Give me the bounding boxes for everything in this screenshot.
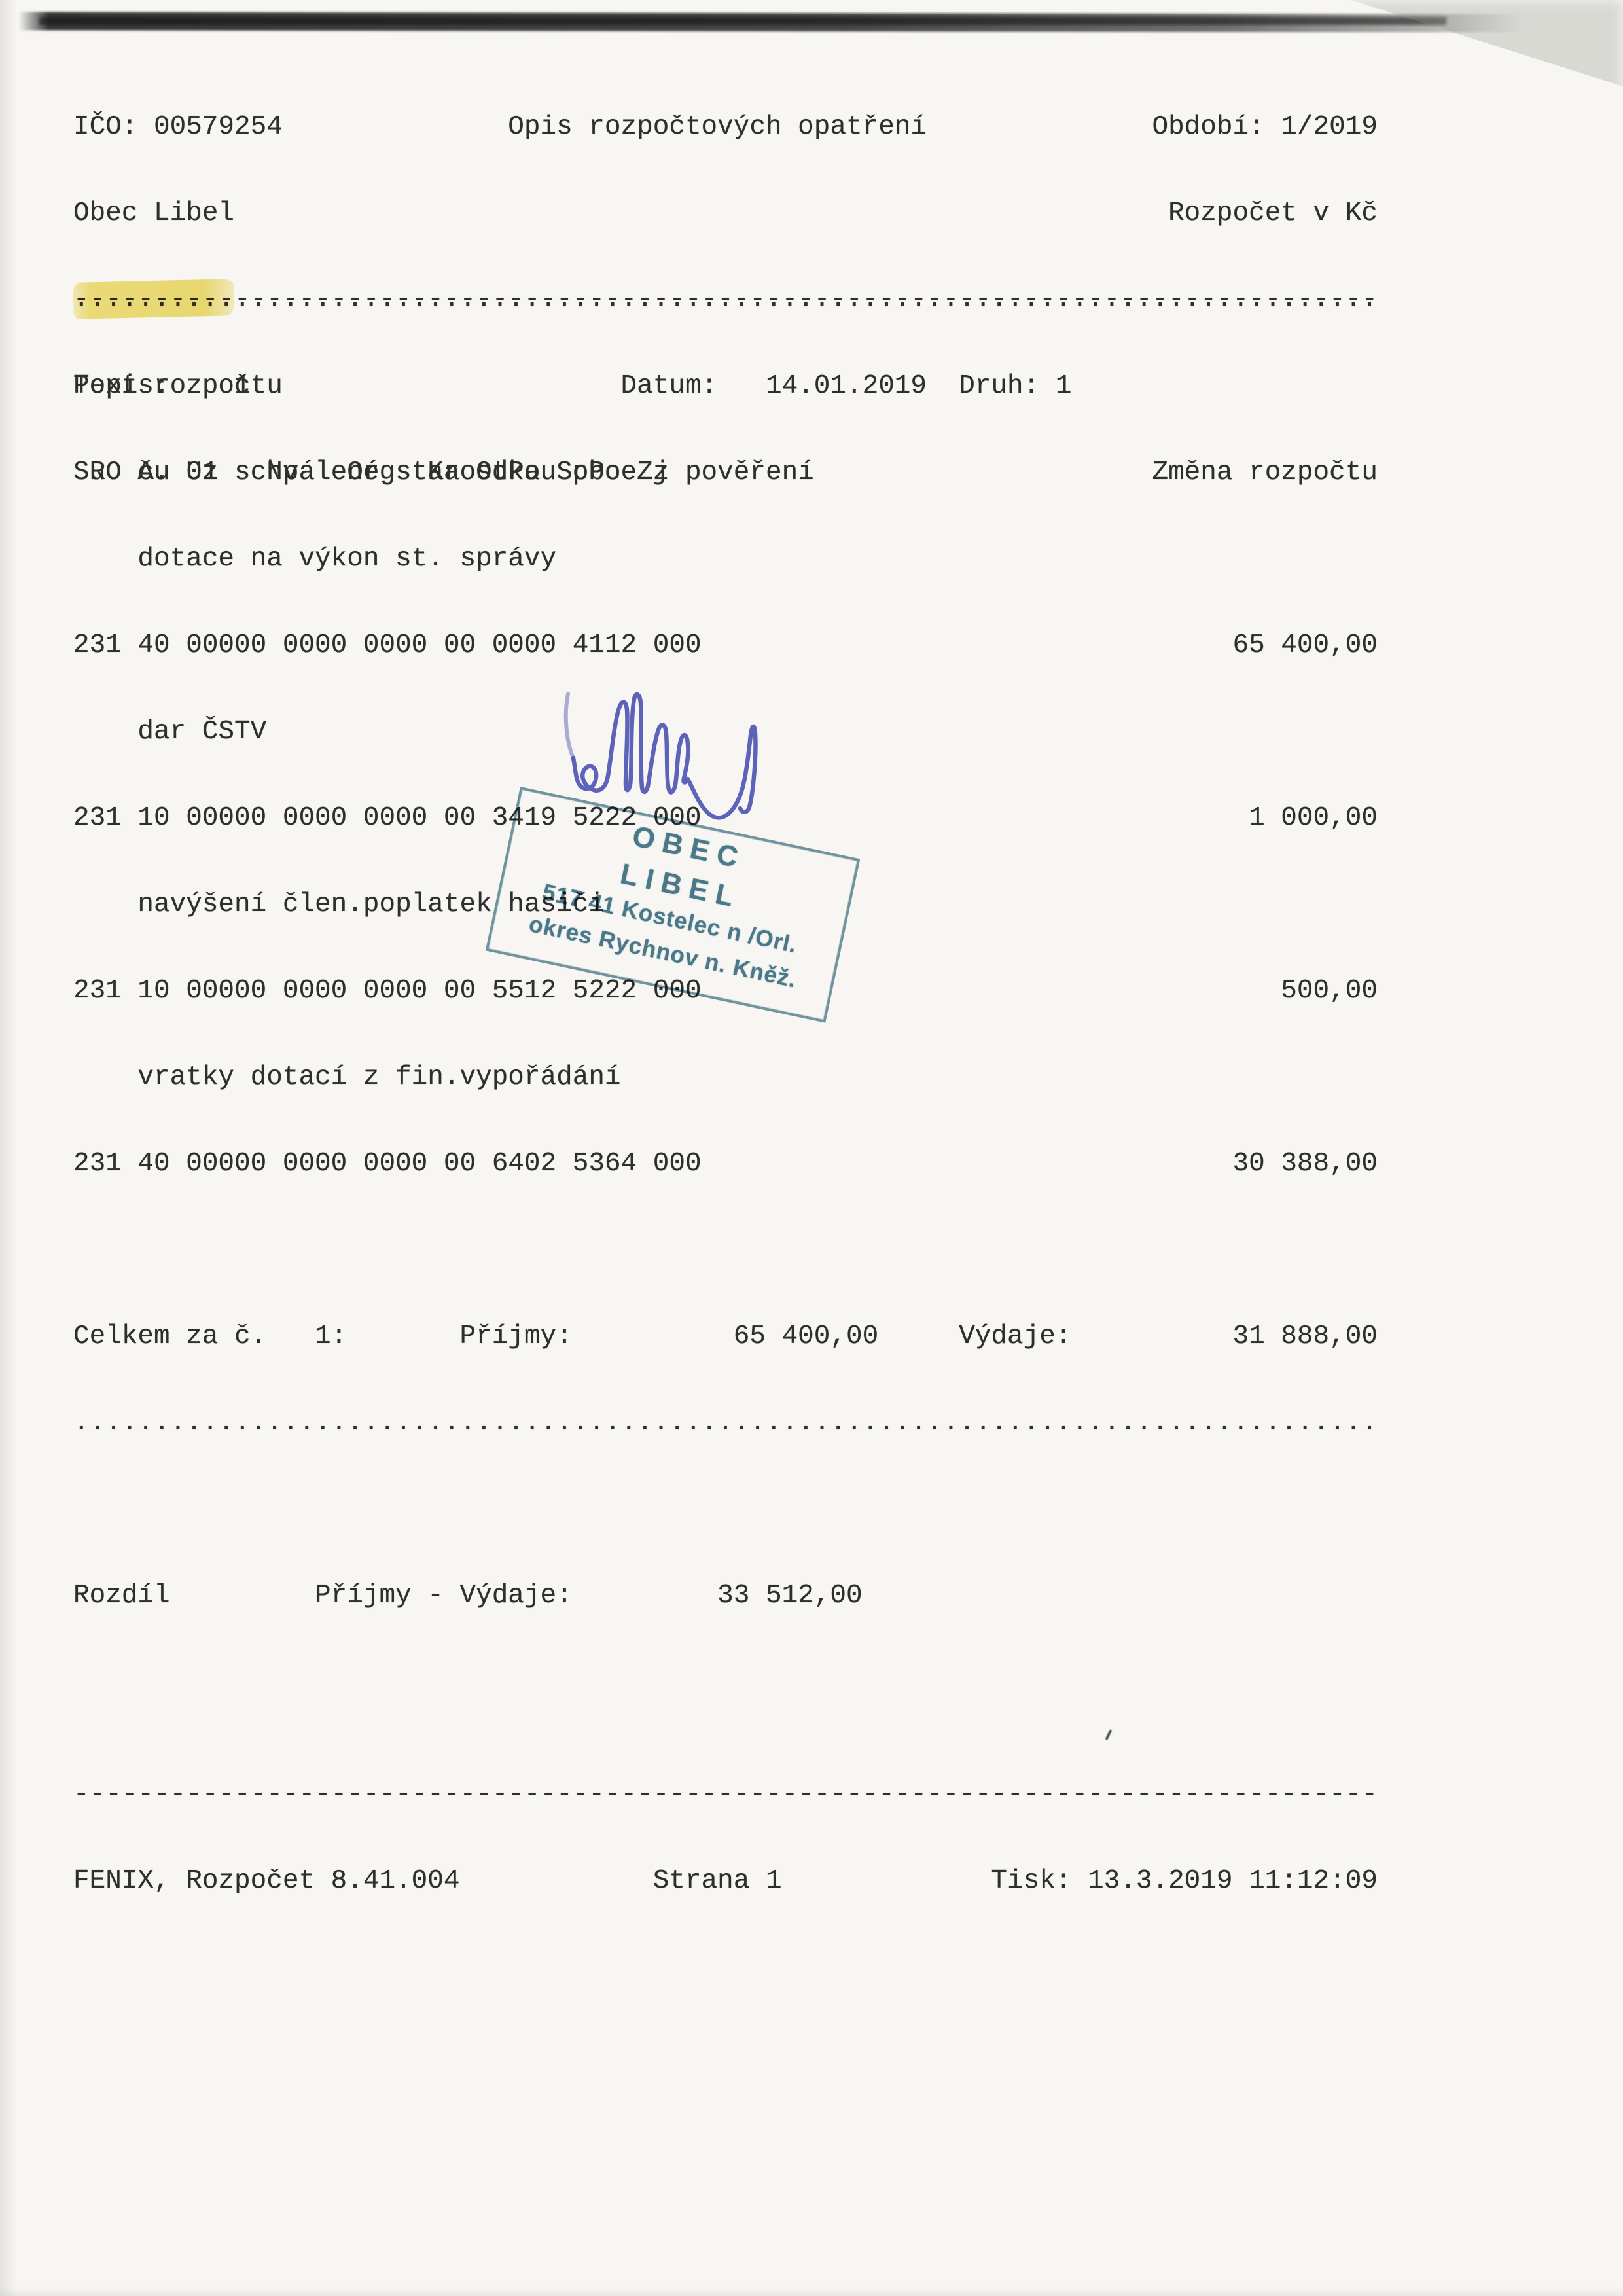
report-line-ro-description: RO č. 01 schválené starostkou obce z pov… <box>73 457 814 488</box>
report-header-block: IČO: 00579254 Opis rozpočtových opatření… <box>73 55 1378 545</box>
divider-dotted: ........................................… <box>73 1408 1378 1438</box>
blank-line <box>73 1236 1378 1265</box>
report-line-totals: Celkem za č. 1: Příjmy: 65 400,00 Výdaje… <box>73 1321 1378 1352</box>
report-column-headers: Su Au Uz Np Org Ka OdPa SpPo Zj Změna ro… <box>73 457 1378 488</box>
signature-ink <box>563 692 758 820</box>
report-body-block: ........................................… <box>73 228 1378 1668</box>
budget-row: 231 40 00000 0000 0000 00 0000 4112 000 … <box>73 630 1378 660</box>
report-footer-line: FENIX, Rozpočet 8.41.004 Strana 1 Tisk: … <box>73 1866 1378 1896</box>
budget-row: 231 40 00000 0000 0000 00 6402 5364 000 … <box>73 1149 1378 1179</box>
report-line-ico: IČO: 00579254 Opis rozpočtových opatření… <box>73 112 1378 142</box>
budget-row: 231 10 00000 0000 0000 00 3419 5222 000 … <box>73 803 1378 833</box>
divider-dotted: ........................................… <box>73 285 1378 315</box>
divider-dashed: ----------------------------------------… <box>73 285 1378 315</box>
budget-row-note: dar ČSTV <box>73 717 267 747</box>
report-line-organization: Obec Libel Rozpočet v Kč <box>73 198 1378 228</box>
signature-lead-stroke <box>563 692 575 760</box>
scan-artifact-bottom-edge <box>0 2287 1623 2296</box>
report-line-popis: Popis: 1 Datum: 14.01.2019 Druh: 1 <box>73 371 1072 401</box>
divider-dashed: ----------------------------------------… <box>73 1780 1378 1810</box>
signature-stroke <box>571 692 758 820</box>
report-line-text-rozpoctu: Text rozpočtu <box>73 371 283 401</box>
scan-artifact-left-edge <box>0 0 17 2296</box>
blank-line <box>73 1495 1378 1524</box>
report-footer-block: ----------------------------------------… <box>73 1723 1378 1953</box>
budget-row: 231 10 00000 0000 0000 00 5512 5222 000 … <box>73 976 1378 1006</box>
report-line-note: dotace na výkon st. správy <box>73 544 557 574</box>
budget-row-note: navýšení člen.poplatek hasiči <box>73 889 605 920</box>
scan-artifact-top-edge-inner <box>39 17 1446 25</box>
report-line-difference: Rozdíl Příjmy - Výdaje: 33 512,00 <box>73 1581 863 1611</box>
budget-row-note: vratky dotací z fin.vypořádání <box>73 1062 621 1092</box>
